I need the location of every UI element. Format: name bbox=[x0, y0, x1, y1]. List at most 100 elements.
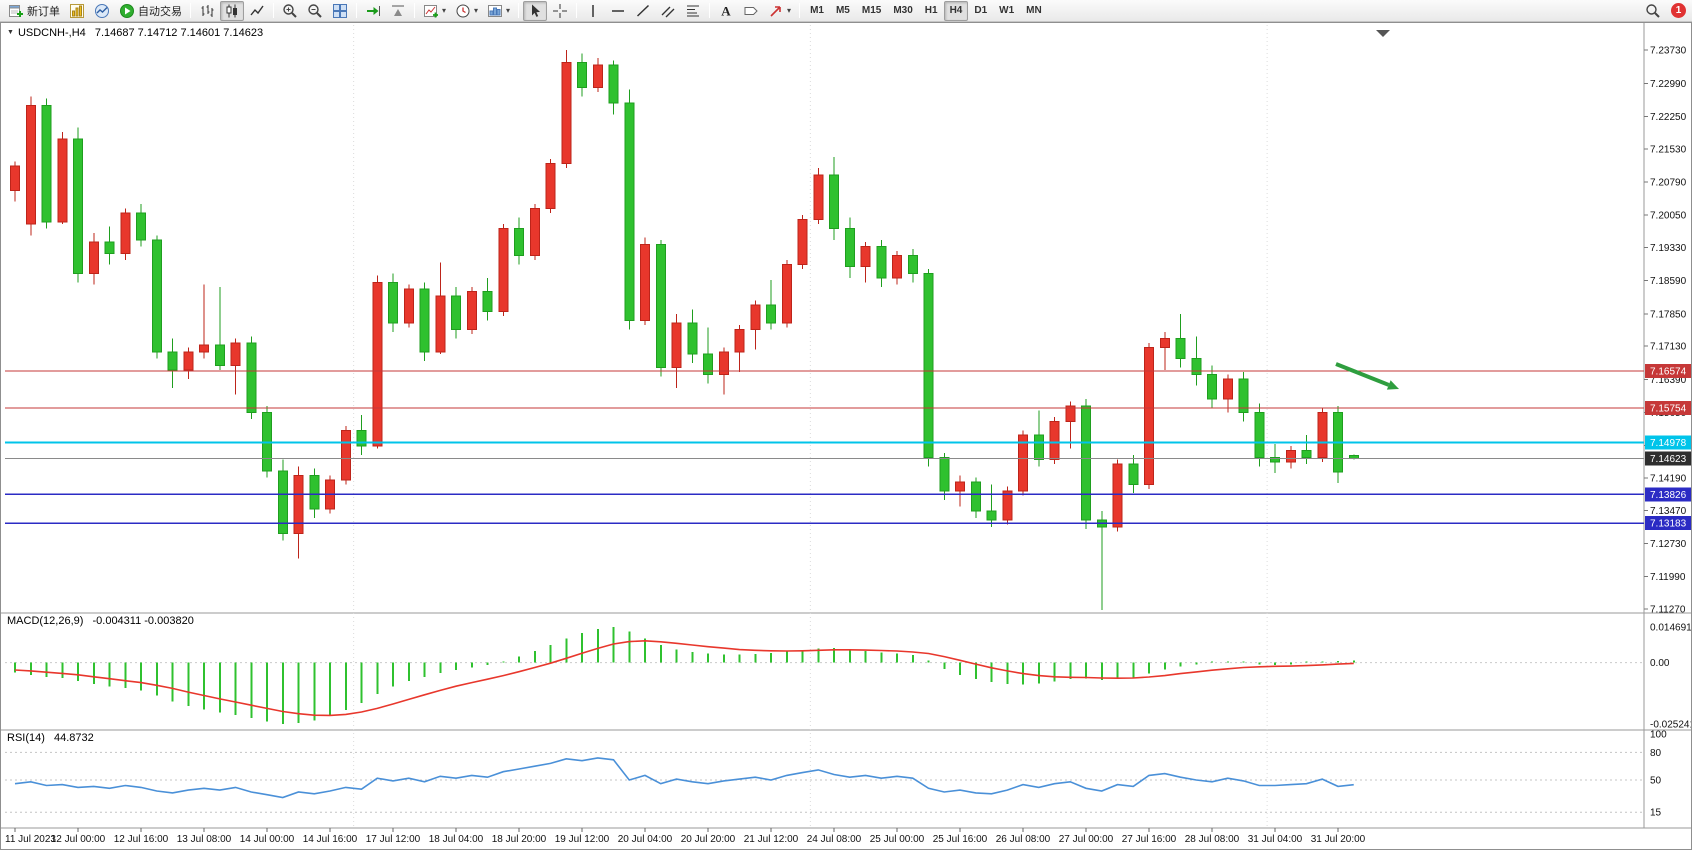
candle-body bbox=[466, 290, 477, 331]
chart-shift-marker[interactable] bbox=[1376, 30, 1390, 37]
candle-body bbox=[10, 165, 20, 192]
trend-arrow-head bbox=[1386, 380, 1399, 390]
candle-body bbox=[388, 281, 398, 324]
candle-body bbox=[640, 243, 650, 322]
toolbar-separator bbox=[799, 3, 801, 18]
price-tag-label: 7.14623 bbox=[1650, 454, 1687, 465]
candlestick-chart-button[interactable] bbox=[220, 0, 244, 21]
indicators-button[interactable]: ▾ bbox=[419, 1, 450, 21]
bar-chart-button[interactable] bbox=[195, 1, 219, 21]
candle-body bbox=[860, 246, 871, 268]
candle-body bbox=[340, 429, 351, 481]
candle-body bbox=[1207, 373, 1217, 400]
period-button-h4[interactable]: H4 bbox=[943, 0, 969, 21]
templates-button[interactable]: ▾ bbox=[483, 1, 514, 21]
toolbar-separator bbox=[709, 3, 711, 18]
time-axis-label: 20 Jul 04:00 bbox=[618, 834, 673, 845]
autoscroll-button[interactable] bbox=[361, 1, 385, 21]
candle-body bbox=[25, 104, 36, 225]
period-button-w1[interactable]: W1 bbox=[999, 5, 1015, 16]
price-axis-label: 7.11270 bbox=[1650, 604, 1686, 615]
new-chart-icon bbox=[70, 3, 84, 18]
trend-arrow-annotation[interactable] bbox=[1335, 362, 1390, 387]
new-chart-button[interactable] bbox=[65, 1, 89, 21]
arrows-tool-button[interactable]: ▾ bbox=[764, 1, 795, 21]
time-axis-label: 27 Jul 00:00 bbox=[1059, 834, 1114, 845]
rsi-line bbox=[14, 757, 1354, 799]
chart-shift-button[interactable] bbox=[386, 1, 410, 21]
candle-body bbox=[655, 243, 666, 369]
rsi-axis-label: 50 bbox=[1650, 776, 1662, 787]
autotrading-icon bbox=[120, 3, 134, 18]
macd-values: -0.004311 -0.003820 bbox=[92, 615, 194, 627]
candle-body bbox=[892, 255, 902, 279]
zoom-out-icon bbox=[308, 3, 322, 18]
time-axis-label: 18 Jul 04:00 bbox=[429, 834, 484, 845]
period-button-d1[interactable]: D1 bbox=[974, 5, 988, 16]
macd-axis-label: -0.025241 bbox=[1650, 720, 1691, 731]
period-button-m15[interactable]: M15 bbox=[861, 5, 882, 16]
label-tool-button[interactable] bbox=[739, 1, 763, 21]
toolbar-separator bbox=[576, 3, 578, 18]
toolbar-right-group: 1 bbox=[1641, 1, 1688, 21]
fibonacci-tool-button[interactable] bbox=[681, 1, 705, 21]
cursor-tool-button[interactable] bbox=[523, 0, 548, 21]
candle-body bbox=[183, 351, 194, 371]
autotrading-button[interactable]: 自动交易 bbox=[115, 1, 186, 21]
price-tag bbox=[1645, 487, 1691, 502]
candle-body bbox=[923, 272, 934, 458]
horizontal-line-tool-button[interactable] bbox=[606, 1, 630, 21]
macd-axis-label: 0.014691 bbox=[1650, 623, 1691, 634]
price-axis-label: 7.12730 bbox=[1650, 539, 1687, 550]
toolbar-separator bbox=[273, 3, 274, 18]
profiles-button[interactable] bbox=[90, 1, 114, 21]
clock-icon bbox=[456, 4, 470, 17]
candle-body bbox=[1285, 450, 1296, 463]
macd-label: MACD(12,26,9) bbox=[7, 615, 84, 627]
timeframes-button[interactable]: ▾ bbox=[451, 1, 482, 21]
zoom-in-button[interactable] bbox=[278, 1, 302, 21]
chart-quote: 7.14687 7.14712 7.14601 7.14623 bbox=[94, 27, 264, 39]
line-chart-button[interactable] bbox=[245, 1, 269, 21]
price-axis-label: 7.18590 bbox=[1650, 276, 1687, 287]
price-tag bbox=[1645, 435, 1691, 450]
tile-windows-button[interactable] bbox=[328, 1, 352, 21]
period-button-m30[interactable]: M30 bbox=[893, 5, 913, 16]
crosshair-icon bbox=[553, 3, 568, 18]
rsi-value: 44.8732 bbox=[53, 732, 94, 744]
candle-body bbox=[592, 64, 603, 88]
profiles-icon bbox=[95, 3, 109, 18]
candle-body bbox=[1081, 405, 1091, 521]
text-tool-button[interactable]: A bbox=[714, 1, 738, 21]
candle-body bbox=[1033, 434, 1044, 461]
zoom-out-button[interactable] bbox=[303, 1, 327, 21]
chart-plot[interactable]: 7.23730 7.22990 7.22250 7.21530 7.20790 7.200… bbox=[1, 23, 1691, 849]
price-tag bbox=[1645, 364, 1691, 379]
time-axis-label: 26 Jul 08:00 bbox=[996, 834, 1051, 845]
notification-badge[interactable]: 1 bbox=[1671, 3, 1686, 18]
candle-body bbox=[1065, 405, 1076, 422]
time-axis-label: 13 Jul 08:00 bbox=[177, 834, 232, 845]
crosshair-tool-button[interactable] bbox=[548, 1, 572, 21]
period-button-m1[interactable]: M1 bbox=[810, 5, 824, 16]
candle-body bbox=[246, 342, 257, 414]
chart-shift-icon bbox=[392, 5, 404, 16]
trendline-tool-button[interactable] bbox=[631, 1, 655, 21]
period-button-m5[interactable]: M5 bbox=[835, 5, 850, 16]
period-button-h1[interactable]: H1 bbox=[924, 5, 938, 16]
one-click-trading-toggle[interactable]: ▼ bbox=[7, 29, 14, 36]
toolbar: 新订单 自动交易 ▾ ▾ ▾ bbox=[0, 0, 1692, 22]
candle-body bbox=[1301, 450, 1312, 458]
candle-body bbox=[829, 174, 839, 230]
zoom-in-icon bbox=[283, 3, 297, 18]
vertical-line-tool-button[interactable] bbox=[581, 1, 605, 21]
candle-body bbox=[482, 290, 493, 313]
candle-body bbox=[797, 219, 808, 266]
period-button-mn[interactable]: MN bbox=[1026, 5, 1042, 16]
search-icon bbox=[1646, 3, 1660, 18]
channel-icon bbox=[661, 6, 675, 17]
channel-tool-button[interactable] bbox=[656, 1, 680, 21]
new-order-button[interactable]: 新订单 bbox=[4, 1, 64, 21]
search-button[interactable] bbox=[1641, 1, 1665, 21]
rsi-label: RSI(14) bbox=[7, 732, 45, 744]
